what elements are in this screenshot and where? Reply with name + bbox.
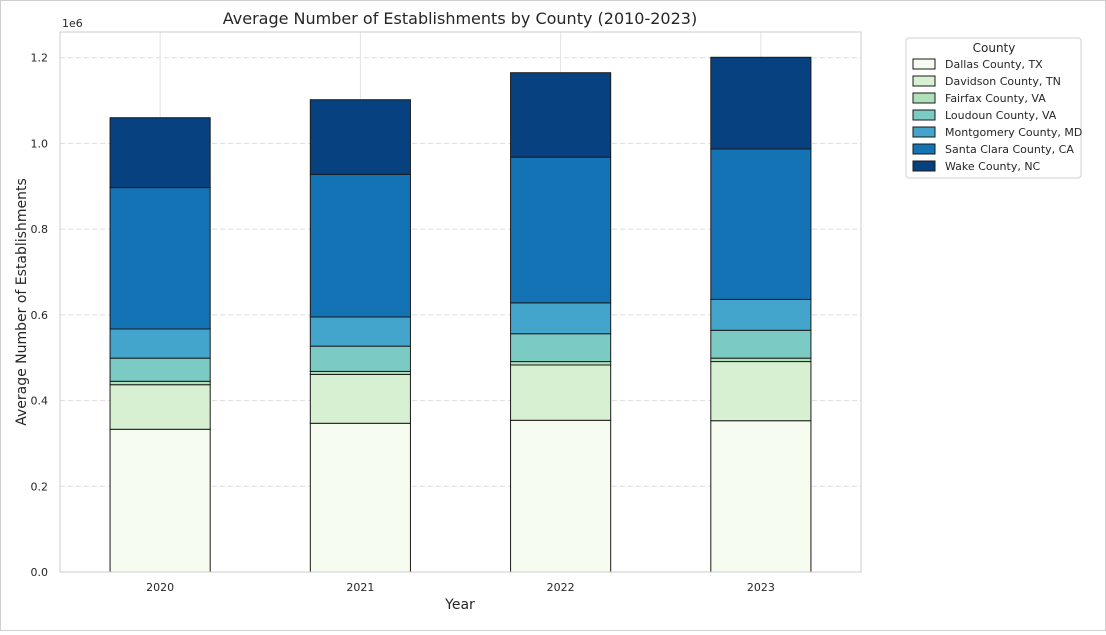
y-axis-label: Average Number of Establishments [14,178,30,426]
bar-2021-series-4 [309,316,411,347]
chart-title: Average Number of Establishments by Coun… [223,9,697,28]
legend-swatch-6 [912,160,936,172]
bar-2021-series-3 [309,345,411,372]
bar-2023-series-4 [710,298,812,331]
bar-2020-series-5 [109,187,211,330]
x-tick-label-2023: 2023 [747,581,775,594]
legend-label-1: Davidson County, TN [945,75,1061,88]
legend-label-6: Wake County, NC [945,160,1041,173]
y-tick-label-1: 0.2 [31,480,49,493]
y-tick-label-0: 0.0 [31,566,49,579]
plot-frame [59,31,862,573]
legend-title: County [973,41,1016,55]
bar-2023-series-2 [710,357,812,363]
bar-2023-series-0 [710,420,812,573]
bar-2020-series-4 [109,328,211,359]
bars [109,56,812,573]
y-tick-label-2: 0.4 [31,395,49,408]
x-tick-label-2022: 2022 [547,581,575,594]
legend-swatch-5 [912,143,936,155]
bar-2023-series-3 [710,329,812,359]
bar-2020-series-3 [109,357,211,382]
x-tick-label-2021: 2021 [346,581,374,594]
y-tick-label-6: 1.2 [31,52,49,65]
legend-swatch-1 [912,75,936,87]
bar-2022-series-3 [510,333,612,363]
bar-2022-series-0 [510,419,612,573]
legend: County Dallas County, TX Davidson County,… [905,37,1082,179]
y-tick-label-5: 1.0 [31,137,49,150]
legend-label-0: Dallas County, TX [945,58,1043,71]
legend-swatch-3 [912,109,936,121]
legend-swatch-4 [912,126,936,138]
bar-2021-series-5 [309,173,411,318]
bar-2022-series-6 [510,72,612,158]
legend-label-4: Montgomery County, MD [945,126,1082,139]
legend-box [905,37,1082,179]
legend-items: Dallas County, TX Davidson County, TN Fair… [912,58,1082,173]
bar-2022-series-2 [510,361,612,366]
bar-2023-series-5 [710,148,812,300]
legend-label-3: Loudoun County, VA [945,109,1057,122]
y-axis-offset-label: 1e6 [62,17,83,30]
bar-2020-series-1 [109,384,211,430]
bar-2021-series-6 [309,99,411,175]
bar-2022-series-5 [510,156,612,304]
bar-2023-series-1 [710,361,812,422]
bar-2023-series-6 [710,56,812,150]
bar-2022-series-1 [510,364,612,421]
legend-label-2: Fairfax County, VA [945,92,1046,105]
legend-swatch-2 [912,92,936,104]
axes: 0.0 0.2 0.4 0.6 0.8 1.0 1.2 2020 2021 2022 2023 [31,52,775,594]
legend-label-5: Santa Clara County, CA [945,143,1074,156]
bar-2020-series-2 [109,380,211,386]
bar-2020-series-6 [109,117,211,189]
bar-2022-series-4 [510,302,612,335]
y-tick-label-3: 0.6 [31,309,49,322]
y-tick-label-4: 0.8 [31,223,49,236]
x-axis-label: Year [444,597,475,613]
x-tick-label-2020: 2020 [146,581,174,594]
bar-2021-series-1 [309,373,411,424]
bar-2020-series-0 [109,428,211,573]
bar-2021-series-0 [309,422,411,573]
legend-swatch-0 [912,58,936,70]
